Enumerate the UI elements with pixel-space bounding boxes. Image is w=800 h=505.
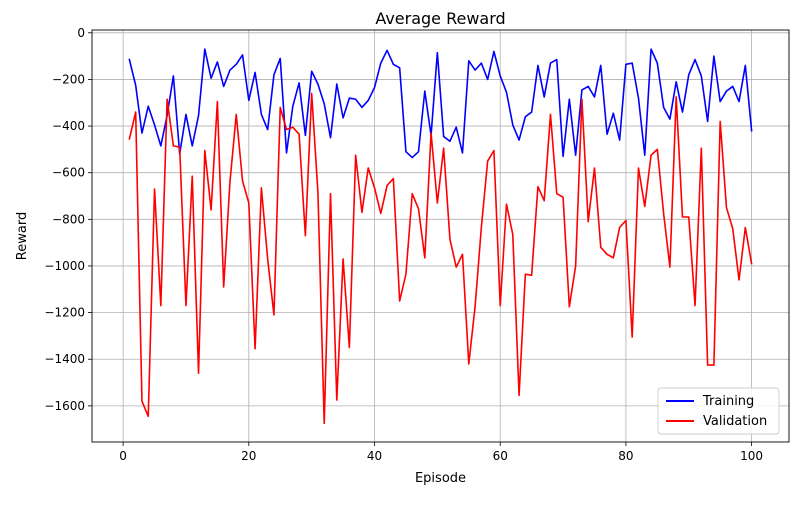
y-tick-label: −400 <box>52 119 85 133</box>
y-tick-label: −800 <box>52 212 85 226</box>
x-tick-label: 0 <box>119 449 127 463</box>
y-tick-label: −1600 <box>44 399 85 413</box>
x-tick-label: 20 <box>241 449 256 463</box>
y-tick-label: −1200 <box>44 306 85 320</box>
legend-label-validation: Validation <box>703 414 767 429</box>
grid-lines <box>92 30 789 442</box>
series-line-training <box>128 48 753 159</box>
series-lines <box>128 48 753 425</box>
x-tick-label: 60 <box>493 449 508 463</box>
y-tick-label: −600 <box>52 166 85 180</box>
y-axis-label: Reward <box>15 212 30 260</box>
y-tick-label: −200 <box>52 72 85 86</box>
legend: Training Validation <box>657 387 780 435</box>
chart-title: Average Reward <box>375 9 505 28</box>
x-axis-ticks: 0 20 40 60 80 100 <box>119 442 763 463</box>
axes-frame <box>91 29 790 443</box>
legend-label-training: Training <box>702 394 754 409</box>
x-tick-label: 40 <box>367 449 382 463</box>
series-line-validation <box>128 92 753 425</box>
y-axis-ticks: 0 −200 −400 −600 −800 −1000 −1200 −1400 −1600 <box>44 26 92 413</box>
y-tick-label: 0 <box>77 26 85 40</box>
y-tick-label: −1400 <box>44 352 85 366</box>
legend-box <box>657 387 780 435</box>
x-tick-label: 100 <box>740 449 763 463</box>
x-tick-label: 80 <box>618 449 633 463</box>
x-axis-label: Episode <box>415 471 466 486</box>
y-tick-label: −1000 <box>44 259 85 273</box>
